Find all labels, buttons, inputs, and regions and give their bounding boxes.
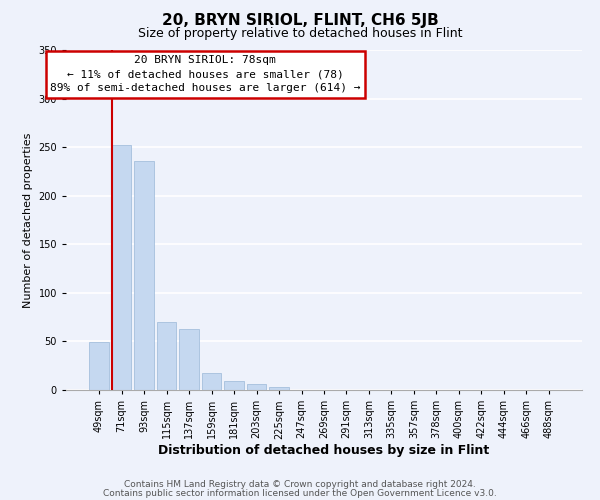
Bar	[134, 160, 154, 390]
Bar	[89, 342, 109, 390]
Bar	[269, 387, 289, 390]
Text: Contains HM Land Registry data © Crown copyright and database right 2024.: Contains HM Land Registry data © Crown c…	[124, 480, 476, 489]
Bar	[112, 145, 131, 390]
Bar	[179, 329, 199, 390]
Bar	[202, 372, 221, 390]
Y-axis label: Number of detached properties: Number of detached properties	[23, 132, 33, 308]
Bar	[247, 384, 266, 390]
Bar	[224, 382, 244, 390]
Bar	[157, 322, 176, 390]
Text: 20 BRYN SIRIOL: 78sqm
← 11% of detached houses are smaller (78)
89% of semi-deta: 20 BRYN SIRIOL: 78sqm ← 11% of detached …	[50, 55, 361, 93]
Text: Size of property relative to detached houses in Flint: Size of property relative to detached ho…	[138, 28, 462, 40]
X-axis label: Distribution of detached houses by size in Flint: Distribution of detached houses by size …	[158, 444, 490, 457]
Text: 20, BRYN SIRIOL, FLINT, CH6 5JB: 20, BRYN SIRIOL, FLINT, CH6 5JB	[161, 12, 439, 28]
Text: Contains public sector information licensed under the Open Government Licence v3: Contains public sector information licen…	[103, 489, 497, 498]
